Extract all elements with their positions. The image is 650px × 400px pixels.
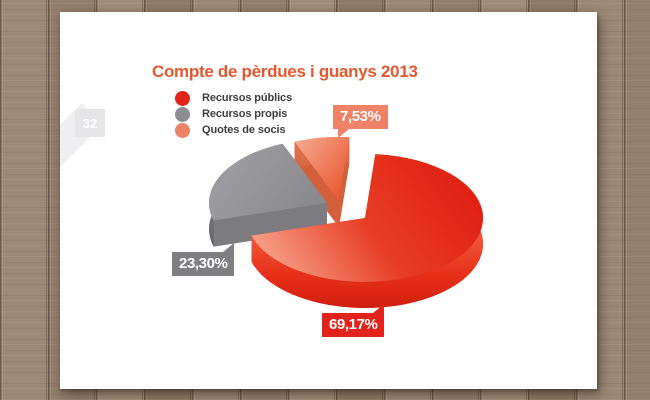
legend-label: Recursos propis bbox=[202, 108, 288, 120]
legend-item: Recursos públics bbox=[175, 90, 292, 106]
legend-swatch-icon bbox=[175, 122, 190, 138]
legend: Recursos públics Recursos propis Quotes de… bbox=[175, 90, 292, 138]
page-number: 32 bbox=[82, 115, 98, 131]
pie-value-label: 69,17% bbox=[322, 304, 385, 337]
pie-value-label: 23,30% bbox=[172, 243, 235, 276]
pie-slice-1-cut-a bbox=[213, 203, 327, 247]
page-number-badge: 32 bbox=[75, 109, 105, 137]
label-tail-icon bbox=[373, 304, 385, 313]
legend-label: Quotes de socis bbox=[202, 124, 286, 136]
chart-title: Compte de pèrdues i guanys 2013 bbox=[152, 62, 418, 81]
legend-swatch-icon bbox=[175, 106, 190, 122]
pie-value-text: 69,17% bbox=[329, 316, 378, 333]
pie-slice-1-top bbox=[209, 143, 327, 221]
pie-value-text: 23,30% bbox=[179, 255, 228, 272]
pie-slice-0-top bbox=[251, 154, 484, 282]
legend-label: Recursos públics bbox=[202, 92, 293, 104]
pie-3d bbox=[209, 136, 484, 308]
legend-swatch-icon bbox=[175, 90, 190, 106]
legend-item: Quotes de socis bbox=[175, 122, 292, 138]
report-page: 32 Compte de pèrdues i guanys 2013 Recur… bbox=[60, 12, 597, 389]
label-tail-icon bbox=[338, 129, 349, 138]
pie-slice-2-top bbox=[294, 136, 350, 201]
label-tail-icon bbox=[223, 243, 235, 252]
pie-value-label: 7,53% bbox=[333, 105, 388, 138]
pie-value-text: 7,53% bbox=[340, 108, 381, 125]
legend-item: Recursos propis bbox=[175, 106, 292, 122]
